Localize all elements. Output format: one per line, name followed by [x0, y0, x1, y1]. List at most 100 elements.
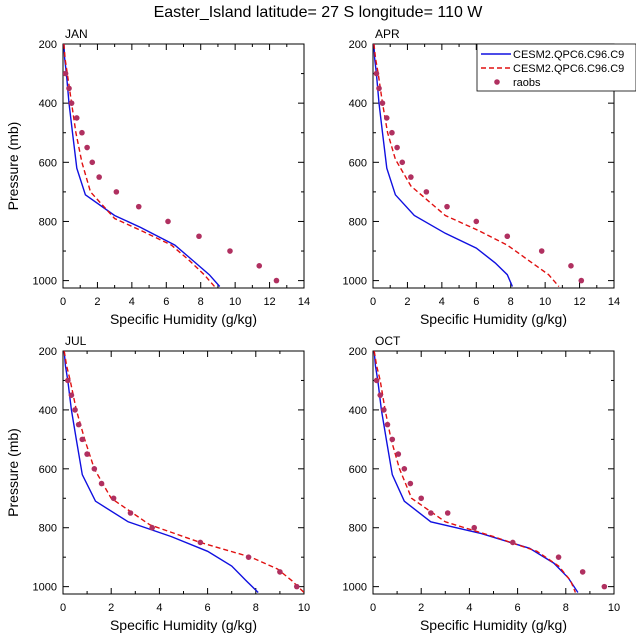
plot-frame: [62, 43, 305, 289]
y-tick-label: 200: [349, 39, 367, 51]
plot-area: [373, 44, 585, 287]
y-tick-label: 600: [349, 157, 367, 169]
x-tick-label: 8: [508, 296, 514, 308]
plot-area: [63, 351, 304, 594]
y-tick-label: 1000: [33, 582, 57, 594]
raob-point: [473, 218, 480, 225]
raob-point: [256, 263, 263, 269]
raob-point: [471, 524, 478, 531]
x-tick-label: 10: [539, 296, 551, 308]
raob-point: [383, 115, 390, 121]
x-tick-label: 10: [608, 602, 620, 614]
x-tick-label: 0: [370, 296, 376, 308]
raob-point: [578, 277, 585, 284]
x-axis-label: Specific Humidity (g/kg): [110, 617, 257, 633]
raob-point: [579, 569, 586, 575]
plot-frame: [372, 350, 615, 595]
raob-point: [135, 203, 142, 210]
y-tick-label: 600: [39, 157, 57, 169]
x-tick-label: 6: [473, 296, 479, 308]
raob-point: [75, 421, 82, 428]
x-tick-label: 6: [163, 296, 169, 308]
x-tick-label: 4: [439, 296, 445, 308]
raob-point: [84, 451, 90, 457]
x-tick-label: 14: [298, 296, 310, 308]
raob-point: [418, 495, 425, 502]
raob-point: [66, 85, 72, 92]
raob-point: [509, 539, 516, 546]
model-line-solid: [373, 351, 579, 593]
panel-label: JAN: [65, 27, 88, 41]
y-tick-label: 1000: [33, 276, 57, 288]
y-tick-label: 200: [39, 346, 57, 358]
raob-point: [227, 248, 233, 254]
y-tick-label: 400: [349, 98, 367, 110]
x-tick-label: 2: [404, 296, 410, 308]
raob-point: [407, 480, 414, 487]
raob-point: [245, 554, 252, 560]
y-tick-label: 800: [39, 523, 57, 535]
x-tick-label: 4: [156, 602, 162, 614]
y-axis-label: Pressure (mb): [5, 428, 21, 517]
legend-entry-label: CESM2.QPC6.C96.C9: [513, 49, 624, 61]
y-tick-label: 400: [39, 98, 57, 110]
raob-point: [444, 203, 450, 210]
raob-point: [84, 144, 90, 151]
raob-point: [538, 248, 545, 254]
panel-apr: 0 2 4 6 8 10 12 14 200 400 600 800 1000 APR Specific H…: [343, 27, 621, 327]
raob-point: [381, 407, 387, 413]
x-tick-label: 8: [198, 296, 204, 308]
raob-point: [89, 159, 96, 166]
plot-frame: [62, 350, 305, 595]
raob-point: [165, 218, 171, 225]
x-tick-label: 14: [608, 296, 620, 308]
y-tick-label: 200: [39, 39, 57, 51]
y-tick-label: 800: [349, 523, 367, 535]
legend: CESM2.QPC6.C96.C9 CESM2.QPC6.C96.C9 raobs: [476, 43, 636, 92]
raob-point: [63, 70, 69, 77]
model-line-dashed: [373, 351, 577, 593]
raob-point: [79, 129, 85, 136]
model-line-solid: [63, 44, 221, 287]
x-tick-label: 10: [298, 602, 310, 614]
x-axis-label: Specific Humidity (g/kg): [420, 311, 567, 327]
raob-point: [395, 451, 402, 457]
raob-point: [401, 466, 408, 472]
panel-jan: 0 2 4 6 8 10 12 14 200 400 600 800 1000 JAN Specific H…: [5, 27, 310, 327]
y-tick-label: 1000: [343, 276, 367, 288]
raob-point: [389, 436, 396, 443]
raob-point: [98, 480, 105, 487]
x-tick-label: 4: [466, 602, 472, 614]
model-line-dashed: [63, 44, 216, 287]
x-axis-label: Specific Humidity (g/kg): [420, 617, 567, 633]
model-line-dashed: [63, 351, 304, 594]
raob-point: [568, 263, 574, 269]
raob-point: [277, 569, 283, 575]
x-tick-label: 10: [229, 296, 241, 308]
figure-title: Easter_Island latitude= 27 S longitude= …: [153, 4, 483, 21]
x-tick-label: 6: [205, 602, 211, 614]
raob-point: [555, 554, 562, 560]
y-tick-label: 800: [349, 216, 367, 228]
raob-point: [423, 189, 430, 195]
panel-oct: 0 2 4 6 8 10 200 400 600 800 1000 OCT Specific Humid…: [343, 334, 621, 633]
x-tick-label: 0: [60, 296, 66, 308]
raob-point: [149, 524, 155, 531]
raob-point: [377, 392, 384, 398]
raob-point: [293, 583, 300, 590]
raob-point: [68, 100, 75, 106]
legend-entry-label: raobs: [513, 77, 541, 89]
x-tick-label: 0: [60, 602, 66, 614]
y-tick-label: 600: [349, 464, 367, 476]
x-tick-label: 12: [263, 296, 275, 308]
model-line-solid: [63, 351, 259, 593]
raob-point: [110, 495, 117, 502]
raob-point: [384, 421, 391, 428]
plot-area: [63, 44, 280, 287]
x-tick-label: 8: [253, 602, 259, 614]
raob-point: [428, 510, 434, 516]
raob-point: [373, 70, 380, 77]
legend-entry-label: CESM2.QPC6.C96.C9: [513, 63, 624, 75]
raob-point: [389, 129, 395, 136]
raob-point: [379, 100, 386, 106]
